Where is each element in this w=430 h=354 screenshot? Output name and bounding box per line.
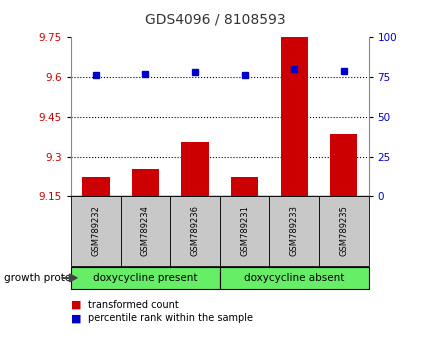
Text: GSM789233: GSM789233 (289, 205, 298, 257)
Text: percentile rank within the sample: percentile rank within the sample (88, 313, 253, 323)
Text: ■: ■ (71, 300, 81, 310)
Bar (181, 142, 208, 196)
Text: doxycycline absent: doxycycline absent (243, 273, 344, 283)
Text: GSM789234: GSM789234 (141, 206, 150, 256)
Bar (280, 36, 307, 196)
Bar (329, 134, 356, 196)
Text: growth protocol: growth protocol (4, 273, 86, 283)
Text: GDS4096 / 8108593: GDS4096 / 8108593 (145, 12, 285, 27)
Bar (230, 177, 258, 196)
Text: ■: ■ (71, 313, 81, 323)
Text: GSM789235: GSM789235 (338, 206, 347, 256)
Text: GSM789231: GSM789231 (240, 206, 249, 256)
Text: transformed count: transformed count (88, 300, 179, 310)
Text: doxycycline present: doxycycline present (93, 273, 197, 283)
Text: GSM789236: GSM789236 (190, 205, 199, 257)
Text: GSM789232: GSM789232 (91, 206, 100, 256)
Bar (82, 177, 109, 196)
Bar (132, 169, 159, 196)
